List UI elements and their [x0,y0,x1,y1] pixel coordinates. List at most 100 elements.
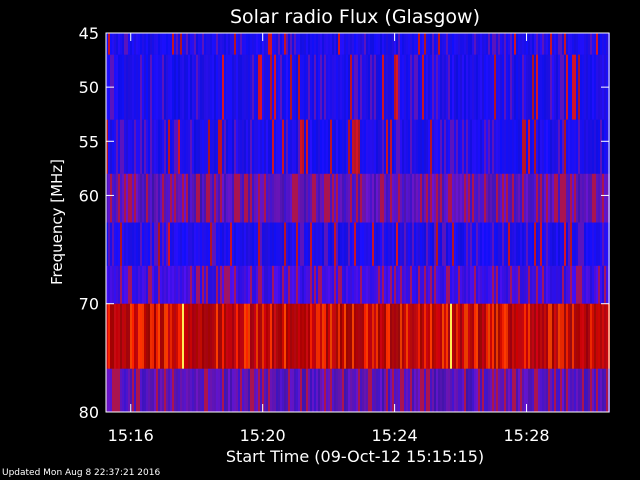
heatmap-cell [446,119,448,175]
heatmap-cell [438,54,440,121]
heatmap-cell [118,265,120,305]
heatmap-cell [144,265,146,305]
heatmap-cell [502,265,504,305]
heatmap-cell [550,33,552,56]
heatmap-cell [276,54,278,121]
heatmap-cell [430,119,432,175]
heatmap-cell [408,222,410,267]
heatmap-cell [208,368,210,413]
heatmap-cell [484,119,486,175]
heatmap-cell [242,119,244,175]
heatmap-cell [196,54,198,121]
heatmap-cell [450,173,452,223]
heatmap-cell [264,119,266,175]
heatmap-cell [426,265,428,305]
heatmap-cell [426,368,428,413]
heatmap-cell [524,54,526,121]
heatmap-cell [368,368,370,413]
heatmap-cell [462,368,464,413]
heatmap-cell [280,368,282,413]
heatmap-cell [182,368,184,413]
heatmap-cell [356,368,358,413]
heatmap-cell [310,119,312,175]
heatmap-cell [540,222,542,267]
heatmap-cell [442,303,444,370]
heatmap-cell [548,119,550,175]
heatmap-cell [540,303,542,370]
heatmap-cell [272,222,274,267]
heatmap-cell [192,222,194,267]
heatmap-cell [172,265,174,305]
heatmap-cell [164,119,166,175]
heatmap-cell [284,33,286,56]
heatmap-cell [382,265,384,305]
heatmap-cell [130,173,132,223]
heatmap-cell [264,303,266,370]
heatmap-cell [170,222,172,267]
heatmap-cell [366,303,368,370]
heatmap-cell [370,265,372,305]
heatmap-cell [538,303,540,370]
heatmap-cell [250,368,252,413]
heatmap-cell [588,33,590,56]
heatmap-cell [426,222,428,267]
heatmap-cell [274,173,276,223]
heatmap-cell [462,54,464,121]
heatmap-cell [290,54,292,121]
heatmap-cell [374,173,376,223]
heatmap-cell [164,222,166,267]
heatmap-cell [596,173,598,223]
heatmap-cell [178,303,180,370]
heatmap-cell [252,33,254,56]
heatmap-cell [158,33,160,56]
heatmap-cell [194,33,196,56]
heatmap-cell [408,54,410,121]
heatmap-cell [280,173,282,223]
heatmap-cell [380,119,382,175]
heatmap-cell [226,222,228,267]
heatmap-cell [438,33,440,56]
heatmap-cell [244,265,246,305]
heatmap-cell [334,265,336,305]
heatmap-cell [450,119,452,175]
heatmap-cell [162,303,164,370]
heatmap-cell [186,368,188,413]
heatmap-cell [446,173,448,223]
heatmap-cell [596,54,598,121]
heatmap-cell [308,54,310,121]
heatmap-cell [220,33,222,56]
heatmap-cell [548,303,550,370]
heatmap-cell [202,54,204,121]
heatmap-cell [304,54,306,121]
heatmap-cell [424,368,426,413]
heatmap-cell [300,54,302,121]
heatmap-cell [140,222,142,267]
heatmap-cell [548,222,550,267]
heatmap-cell [492,54,494,121]
x-tick-label: 15:20 [240,426,286,445]
heatmap-cell [224,119,226,175]
heatmap-cell [294,54,296,121]
heatmap-cell [500,54,502,121]
heatmap-cell [580,173,582,223]
heatmap-cell [496,54,498,121]
heatmap-cell [436,222,438,267]
heatmap-cell [566,303,568,370]
heatmap-cell [116,54,118,121]
heatmap-cell [344,265,346,305]
heatmap-cell [250,33,252,56]
heatmap-cell [174,303,176,370]
heatmap-cell [310,173,312,223]
heatmap-cell [170,173,172,223]
heatmap-cell [156,119,158,175]
heatmap-cell [380,33,382,56]
heatmap-cell [412,54,414,121]
heatmap-cell [574,222,576,267]
heatmap-cell [562,222,564,267]
heatmap-cell [526,33,528,56]
heatmap-cell [558,33,560,56]
heatmap-cell [394,265,396,305]
heatmap-cell [566,265,568,305]
heatmap-cell [338,54,340,121]
heatmap-cell [378,54,380,121]
